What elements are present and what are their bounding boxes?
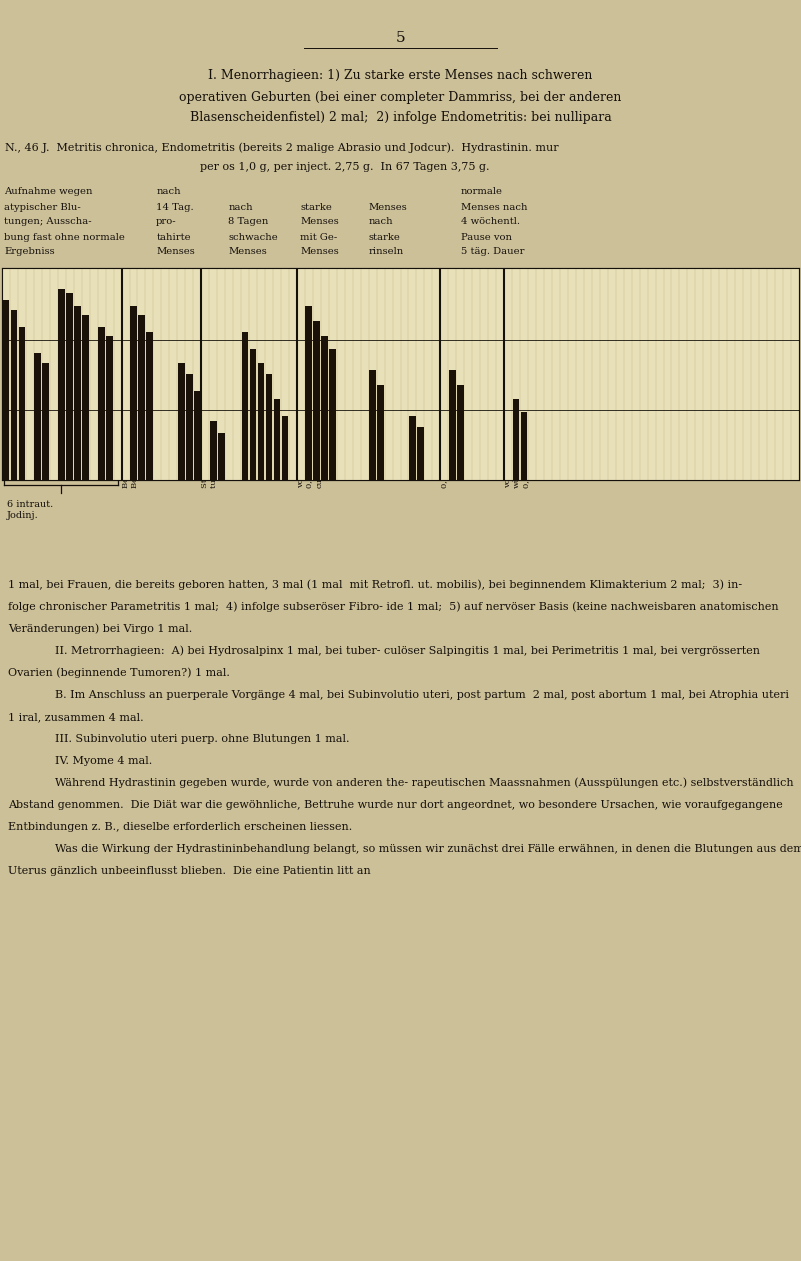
Text: starke: starke: [368, 232, 400, 242]
Text: 1 mal, bei Frauen, die bereits geboren hatten, 3 mal (1 mal  mit Retrofl. ut. mo: 1 mal, bei Frauen, die bereits geboren h…: [8, 580, 742, 590]
Bar: [210, 421, 216, 480]
Bar: [2, 300, 10, 480]
Text: Menses nach: Menses nach: [461, 203, 527, 213]
Text: Stillstand d. Blu-
tung nach 0,15 g: Stillstand d. Blu- tung nach 0,15 g: [201, 416, 219, 488]
Text: Veränderungen) bei Virgo 1 mal.: Veränderungen) bei Virgo 1 mal.: [8, 624, 192, 634]
Text: nach: nach: [228, 203, 253, 213]
Text: 6 intraut.
Jodinj.: 6 intraut. Jodinj.: [6, 501, 53, 520]
Text: 8 Tagen: 8 Tagen: [228, 217, 268, 227]
Bar: [313, 322, 320, 480]
Bar: [521, 412, 527, 480]
Bar: [369, 369, 376, 480]
Text: von jetzt an tgl.
0,05 resp. 0,1 sub-
cutan: von jetzt an tgl. 0,05 resp. 0,1 sub- cu…: [297, 410, 324, 488]
Text: 14 Tag.: 14 Tag.: [156, 203, 194, 213]
Bar: [449, 369, 456, 480]
Bar: [58, 289, 65, 480]
Bar: [417, 427, 424, 480]
Text: rinseln: rinseln: [368, 247, 404, 256]
Text: Menses: Menses: [228, 247, 267, 256]
Text: operativen Geburten (bei einer completer Dammriss, bei der anderen: operativen Geburten (bei einer completer…: [179, 91, 622, 103]
Text: folge chronischer Parametritis 1 mal;  4) infolge subseröser Fibro- ide 1 mal;  : folge chronischer Parametritis 1 mal; 4)…: [8, 601, 779, 613]
Text: Was die Wirkung der Hydrastininbehandlung belangt, so müssen wir zunächst drei F: Was die Wirkung der Hydrastininbehandlun…: [55, 844, 801, 854]
Bar: [258, 363, 264, 480]
Text: Menses: Menses: [156, 247, 195, 256]
Text: 4 wöchentl.: 4 wöchentl.: [461, 217, 520, 227]
Text: 0,2 H. m. subcut.: 0,2 H. m. subcut.: [441, 416, 449, 488]
Bar: [274, 400, 280, 480]
Text: II. Metrorrhagieen:  A) bei Hydrosalpinx 1 mal, bei tuber- culöser Salpingitis 1: II. Metrorrhagieen: A) bei Hydrosalpinx …: [55, 646, 760, 656]
Text: IV. Myome 4 mal.: IV. Myome 4 mal.: [55, 757, 152, 765]
Text: Menses: Menses: [300, 247, 339, 256]
Text: 5: 5: [396, 32, 405, 45]
Text: normale: normale: [461, 188, 502, 197]
Bar: [130, 306, 137, 480]
Bar: [457, 385, 464, 480]
Text: Uterus gänzlich unbeeinflusst blieben.  Die eine Patientin litt an: Uterus gänzlich unbeeinflusst blieben. D…: [8, 866, 371, 876]
Bar: [34, 353, 42, 480]
Bar: [513, 400, 520, 480]
Text: B. Im Anschluss an puerperale Vorgänge 4 mal, bei Subinvolutio uteri, post partu: B. Im Anschluss an puerperale Vorgänge 4…: [55, 690, 789, 700]
Text: nach: nach: [156, 188, 181, 197]
Text: Während Hydrastinin gegeben wurde, wurde von anderen the- rapeutischen Maassnahm: Während Hydrastinin gegeben wurde, wurde…: [55, 778, 794, 788]
Bar: [74, 306, 81, 480]
Bar: [250, 348, 256, 480]
Bar: [146, 332, 153, 480]
Text: Aufnahme wegen: Aufnahme wegen: [4, 188, 92, 197]
Text: bung fast ohne normale: bung fast ohne normale: [4, 232, 125, 242]
Text: von jetzt ab 3mal
wöchentlich
0,1 subcutan: von jetzt ab 3mal wöchentlich 0,1 subcut…: [504, 415, 530, 488]
Bar: [377, 385, 384, 480]
Bar: [66, 294, 73, 480]
Text: tungen; Ausscha-: tungen; Ausscha-: [4, 217, 91, 227]
Bar: [266, 375, 272, 480]
Bar: [18, 328, 26, 480]
Text: Blasenscheidenfistel) 2 mal;  2) infolge Endometritis: bei nullipara: Blasenscheidenfistel) 2 mal; 2) infolge …: [190, 111, 611, 125]
Bar: [321, 335, 328, 480]
Text: atypischer Blu-: atypischer Blu-: [4, 203, 81, 213]
Text: I. Menorrhagieen: 1) Zu starke erste Menses nach schweren: I. Menorrhagieen: 1) Zu starke erste Men…: [208, 68, 593, 82]
Bar: [281, 416, 288, 480]
Bar: [178, 363, 185, 480]
Bar: [186, 375, 193, 480]
Bar: [99, 328, 105, 480]
Text: Entbindungen z. B., dieselbe erforderlich erscheinen liessen.: Entbindungen z. B., dieselbe erforderlic…: [8, 822, 352, 832]
Bar: [2, 269, 799, 480]
Text: N., 46 J.  Metritis chronica, Endometritis (bereits 2 malige Abrasio und Jodcur): N., 46 J. Metritis chronica, Endometriti…: [5, 142, 558, 154]
Text: Beginn der Hydr.
Behdig. inj. 0,075: Beginn der Hydr. Behdig. inj. 0,075: [122, 414, 139, 488]
Bar: [194, 391, 201, 480]
Text: tahirte: tahirte: [156, 232, 191, 242]
Bar: [305, 306, 312, 480]
Bar: [329, 348, 336, 480]
Bar: [409, 416, 416, 480]
Text: Pause von: Pause von: [461, 232, 512, 242]
Bar: [242, 332, 248, 480]
Bar: [107, 335, 113, 480]
Text: Ergebniss: Ergebniss: [4, 247, 54, 256]
Text: Abstand genommen.  Die Diät war die gewöhnliche, Bettruhe wurde nur dort angeord: Abstand genommen. Die Diät war die gewöh…: [8, 799, 783, 810]
Bar: [138, 315, 145, 480]
Text: 5 täg. Dauer: 5 täg. Dauer: [461, 247, 524, 256]
Text: Ovarien (beginnende Tumoren?) 1 mal.: Ovarien (beginnende Tumoren?) 1 mal.: [8, 668, 230, 678]
Text: Menses: Menses: [300, 217, 339, 227]
Text: starke: starke: [300, 203, 332, 213]
Text: 1 iral, zusammen 4 mal.: 1 iral, zusammen 4 mal.: [8, 712, 143, 723]
Bar: [83, 315, 89, 480]
Text: III. Subinvolutio uteri puerp. ohne Blutungen 1 mal.: III. Subinvolutio uteri puerp. ohne Blut…: [55, 734, 349, 744]
Text: nach: nach: [368, 217, 393, 227]
Text: per os 1,0 g, per inject. 2,75 g.  In 67 Tagen 3,75 g.: per os 1,0 g, per inject. 2,75 g. In 67 …: [200, 161, 489, 171]
Text: schwache: schwache: [228, 232, 278, 242]
Text: Menses: Menses: [368, 203, 407, 213]
Text: mit Ge-: mit Ge-: [300, 232, 338, 242]
Bar: [218, 434, 224, 480]
Text: pro-: pro-: [156, 217, 177, 227]
Bar: [10, 310, 18, 480]
Bar: [42, 363, 49, 480]
